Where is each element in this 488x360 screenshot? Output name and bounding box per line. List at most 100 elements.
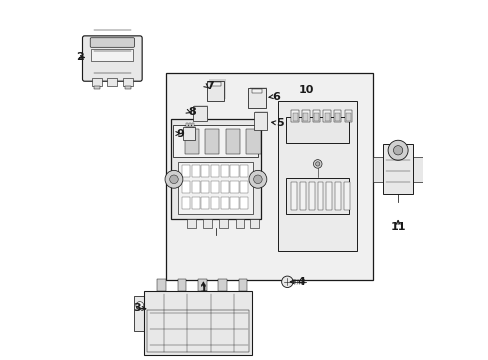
Bar bbox=[249, 87, 266, 106]
Bar bbox=[324, 113, 329, 121]
Bar bbox=[211, 181, 219, 193]
Bar bbox=[246, 129, 260, 154]
Bar bbox=[372, 157, 384, 182]
Text: 9: 9 bbox=[176, 129, 183, 139]
Bar bbox=[125, 86, 130, 89]
Bar bbox=[201, 165, 209, 177]
Circle shape bbox=[315, 162, 319, 166]
Bar bbox=[343, 182, 349, 210]
Circle shape bbox=[281, 276, 292, 288]
Bar bbox=[182, 181, 190, 193]
Bar bbox=[210, 82, 221, 86]
Bar bbox=[147, 310, 248, 352]
Text: 6: 6 bbox=[272, 92, 280, 102]
Bar bbox=[300, 182, 305, 210]
Bar bbox=[194, 105, 207, 120]
Bar bbox=[208, 80, 225, 99]
Bar bbox=[191, 181, 199, 193]
Text: 10: 10 bbox=[298, 85, 313, 95]
Bar bbox=[157, 279, 165, 291]
Bar bbox=[182, 165, 190, 177]
Text: 3: 3 bbox=[134, 302, 141, 312]
Bar bbox=[240, 165, 248, 177]
Bar bbox=[323, 110, 330, 122]
Circle shape bbox=[253, 175, 262, 184]
Bar bbox=[191, 197, 199, 209]
Bar bbox=[92, 78, 102, 86]
Bar bbox=[291, 182, 297, 210]
Bar bbox=[192, 123, 194, 127]
Bar bbox=[230, 165, 238, 177]
Bar bbox=[218, 279, 226, 291]
Bar bbox=[240, 181, 248, 193]
Text: 11: 11 bbox=[389, 222, 405, 232]
Bar bbox=[186, 123, 188, 127]
Text: 7: 7 bbox=[206, 81, 214, 91]
Bar bbox=[335, 182, 340, 210]
Bar bbox=[205, 129, 219, 154]
Bar bbox=[313, 113, 318, 121]
Bar bbox=[291, 110, 298, 122]
FancyBboxPatch shape bbox=[82, 36, 142, 81]
Text: 5: 5 bbox=[275, 118, 283, 128]
Bar bbox=[94, 86, 100, 89]
Bar bbox=[183, 127, 194, 140]
Bar bbox=[178, 162, 253, 214]
Text: 2: 2 bbox=[77, 53, 84, 63]
Bar bbox=[412, 157, 424, 182]
Bar bbox=[230, 197, 238, 209]
Circle shape bbox=[136, 302, 143, 310]
Bar bbox=[253, 112, 267, 130]
Bar bbox=[326, 182, 331, 210]
Bar bbox=[187, 219, 196, 228]
FancyBboxPatch shape bbox=[90, 38, 134, 47]
Bar bbox=[220, 181, 228, 193]
Bar bbox=[251, 89, 262, 93]
Bar bbox=[317, 182, 323, 210]
Bar bbox=[312, 110, 320, 122]
Bar bbox=[345, 113, 350, 121]
Bar bbox=[292, 113, 297, 121]
Bar bbox=[198, 279, 206, 291]
Bar bbox=[184, 126, 196, 139]
Circle shape bbox=[169, 175, 178, 184]
Bar bbox=[335, 113, 340, 121]
Bar bbox=[193, 107, 206, 121]
Bar bbox=[248, 88, 265, 108]
Bar bbox=[220, 165, 228, 177]
Bar bbox=[134, 296, 146, 331]
Bar bbox=[302, 110, 309, 122]
Bar bbox=[278, 102, 356, 251]
Bar bbox=[220, 197, 228, 209]
Bar bbox=[286, 178, 348, 214]
Bar bbox=[303, 113, 308, 121]
Bar bbox=[308, 182, 314, 210]
Bar bbox=[333, 110, 341, 122]
Bar bbox=[191, 165, 199, 177]
Circle shape bbox=[387, 140, 407, 160]
Bar bbox=[165, 73, 372, 280]
Bar bbox=[286, 117, 348, 143]
Text: 4: 4 bbox=[297, 277, 305, 287]
Bar bbox=[249, 219, 258, 228]
Bar bbox=[207, 81, 224, 100]
Bar bbox=[225, 129, 240, 154]
Bar bbox=[201, 197, 209, 209]
Bar bbox=[219, 219, 228, 228]
Bar bbox=[182, 197, 190, 209]
Circle shape bbox=[313, 159, 322, 168]
Bar bbox=[91, 49, 133, 60]
Bar bbox=[203, 219, 212, 228]
Circle shape bbox=[393, 146, 402, 155]
Circle shape bbox=[164, 170, 183, 188]
Bar bbox=[189, 123, 191, 127]
Bar bbox=[344, 110, 351, 122]
Text: 1: 1 bbox=[199, 284, 207, 294]
Bar bbox=[211, 197, 219, 209]
Bar bbox=[107, 78, 117, 86]
Bar bbox=[230, 181, 238, 193]
Circle shape bbox=[248, 170, 266, 188]
Bar bbox=[144, 291, 251, 355]
Bar bbox=[238, 279, 247, 291]
Bar bbox=[201, 181, 209, 193]
